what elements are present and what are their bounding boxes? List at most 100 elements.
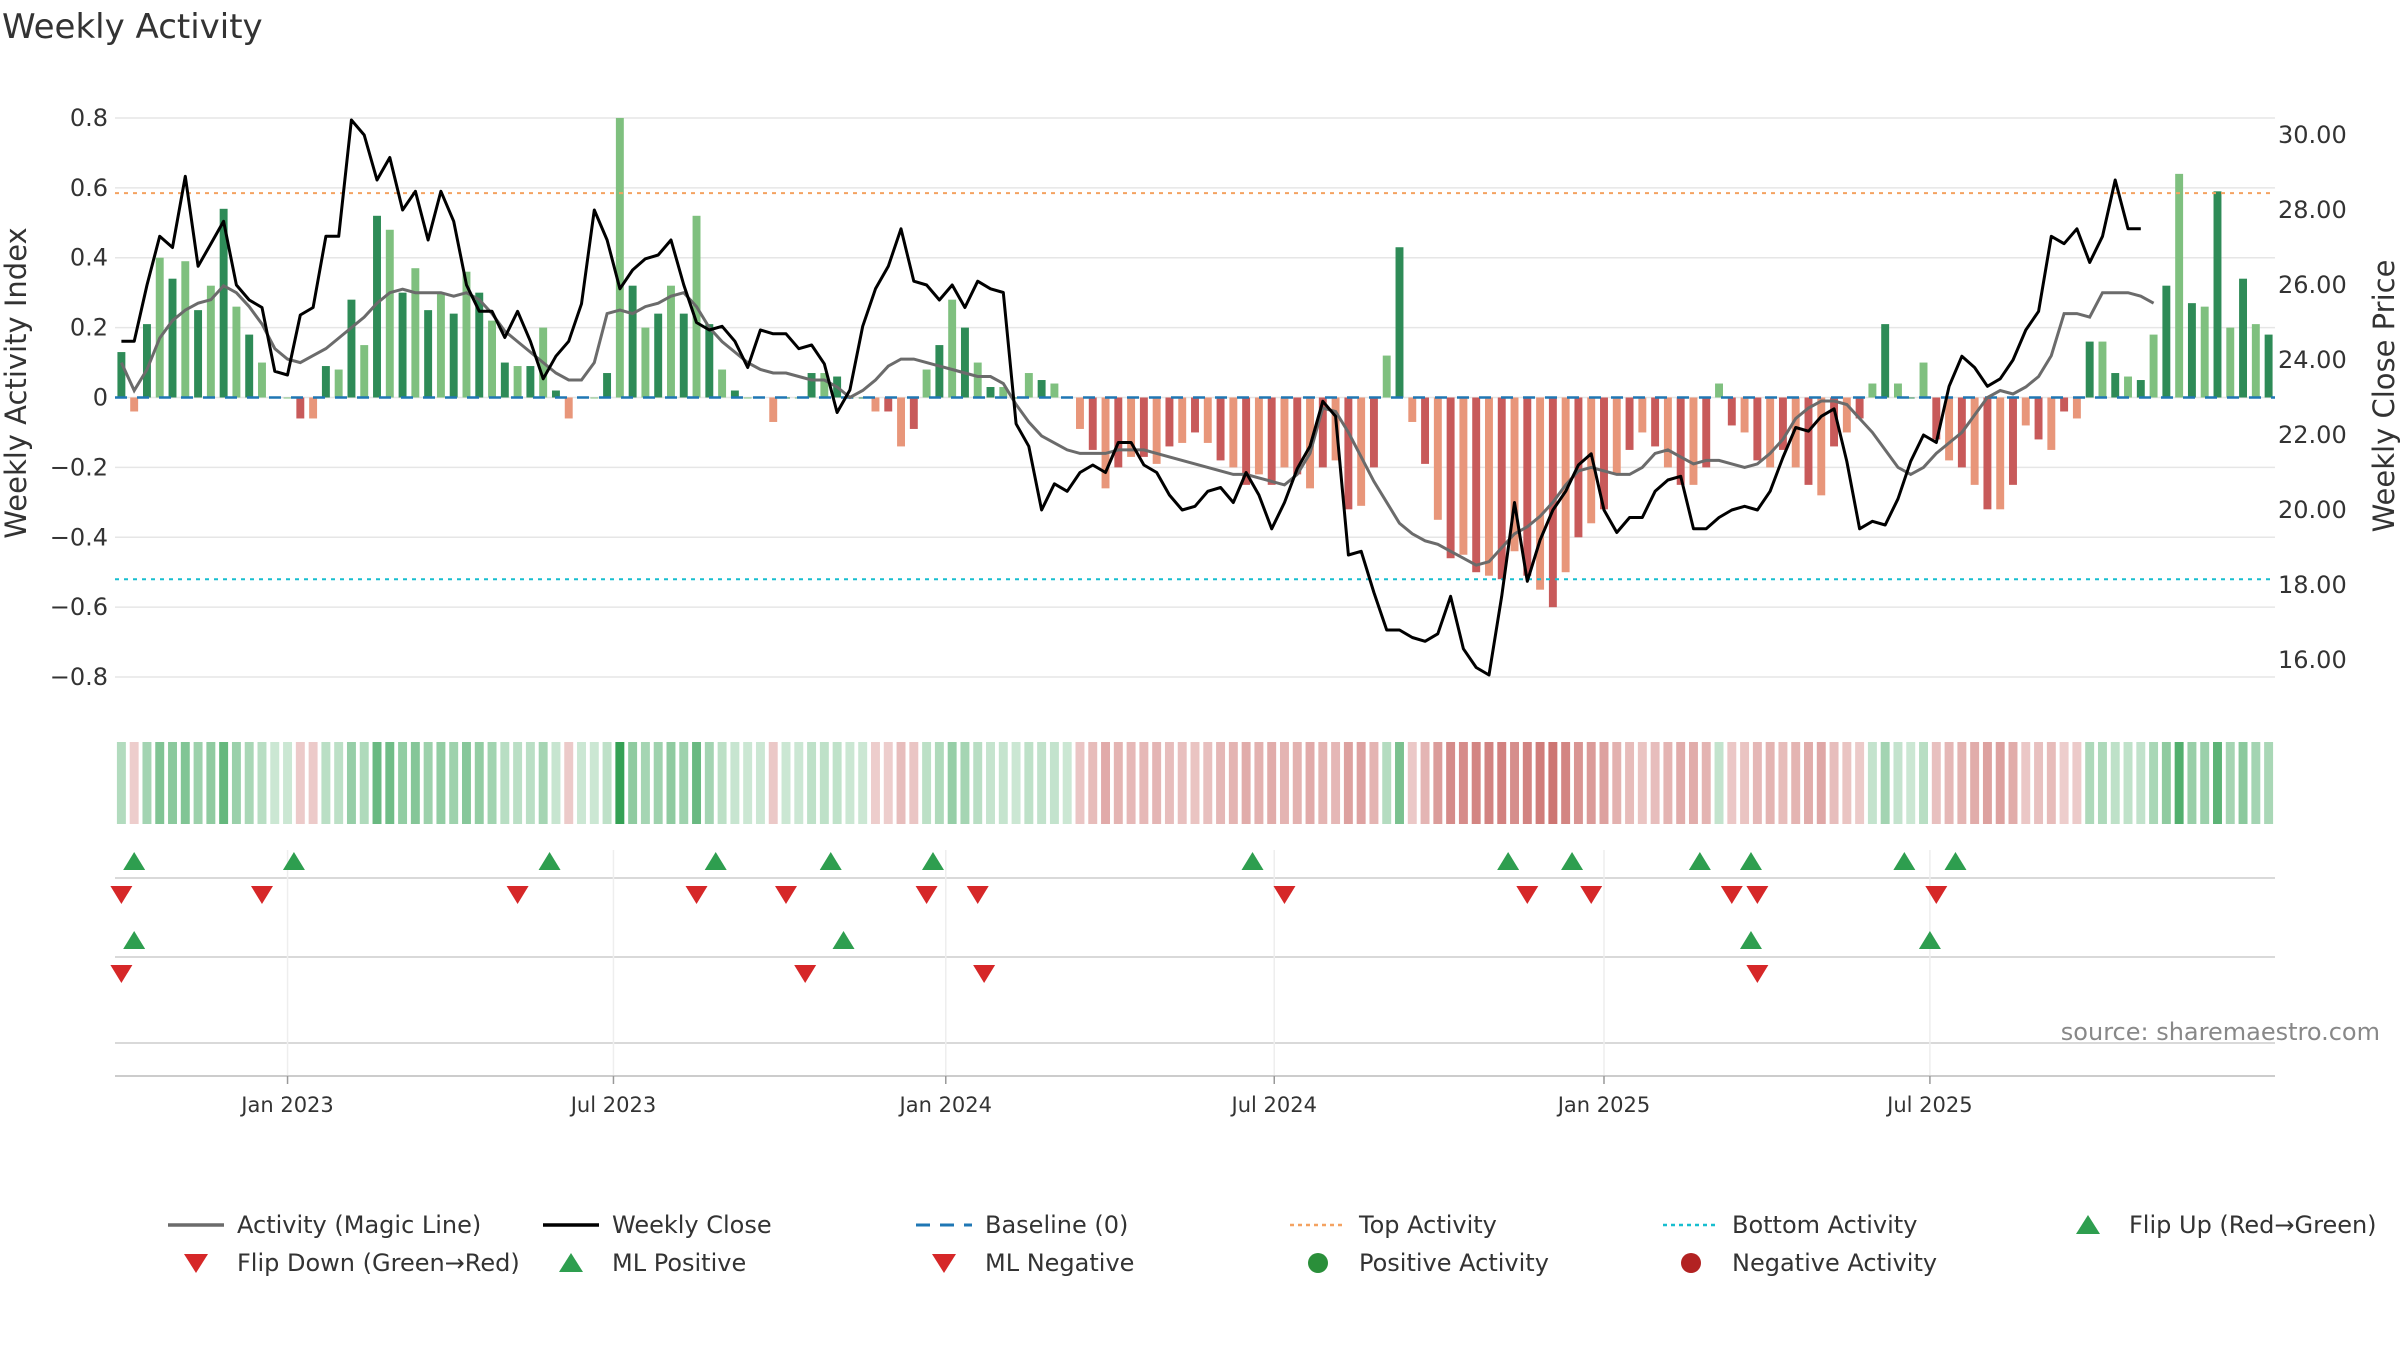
heat-strip-cell bbox=[538, 742, 548, 824]
legend-item: ML Positive bbox=[559, 1249, 746, 1277]
activity-bar bbox=[2162, 285, 2171, 398]
activity-bar bbox=[807, 373, 816, 398]
heat-strip-cell bbox=[500, 742, 510, 824]
heat-strip-cell bbox=[1203, 742, 1213, 824]
heat-strip-cell bbox=[2213, 742, 2222, 824]
activity-bar bbox=[820, 373, 829, 398]
heat-strip-cell bbox=[1279, 742, 1289, 824]
heat-strip-cell bbox=[1458, 742, 1468, 824]
flip-up-marker bbox=[704, 852, 727, 870]
activity-bar bbox=[1024, 373, 1033, 398]
flip-down-marker bbox=[1746, 886, 1769, 904]
heat-strip-cell bbox=[1727, 742, 1737, 824]
heat-strip-cell bbox=[1471, 742, 1481, 824]
flip-down-marker bbox=[1580, 886, 1603, 904]
activity-bar bbox=[296, 397, 305, 419]
heat-strip-cell bbox=[2149, 742, 2159, 824]
magic-line-series bbox=[120, 283, 2155, 567]
activity-bar bbox=[1932, 397, 1941, 440]
activity-bar bbox=[1625, 397, 1634, 450]
series-lines bbox=[120, 118, 2155, 677]
heat-strip-cell bbox=[2136, 742, 2146, 824]
activity-bar bbox=[1676, 397, 1685, 485]
activity-bar bbox=[1727, 397, 1736, 426]
heat-strip-cell bbox=[1254, 742, 1264, 824]
flip-down-marker bbox=[1273, 886, 1296, 904]
activity-bar bbox=[2098, 341, 2107, 398]
activity-bar bbox=[1357, 397, 1366, 506]
activity-bar bbox=[449, 313, 458, 398]
heat-strip-cell bbox=[730, 742, 740, 824]
activity-bar bbox=[1740, 397, 1749, 433]
flip-down-marker bbox=[1746, 965, 1769, 983]
heat-strip-cell bbox=[1778, 742, 1788, 824]
heat-strip-cell bbox=[1420, 742, 1430, 824]
activity-bar bbox=[1165, 397, 1174, 447]
heat-strip-cell bbox=[308, 742, 318, 824]
heat-strip-cell bbox=[845, 742, 855, 824]
heat-strip-cell bbox=[1011, 742, 1021, 824]
activity-bar bbox=[871, 397, 880, 412]
heat-strip-cell bbox=[334, 742, 344, 824]
activity-bar bbox=[1663, 397, 1672, 468]
activity-bar bbox=[475, 292, 484, 398]
flip-down-marker bbox=[506, 886, 529, 904]
heat-strip-cell bbox=[1037, 742, 1047, 824]
heat-strip-cell bbox=[1906, 742, 1916, 824]
heat-strip-cell bbox=[653, 742, 663, 824]
activity-bar bbox=[1983, 397, 1992, 510]
activity-bar bbox=[1996, 397, 2005, 510]
activity-bar bbox=[1766, 397, 1775, 468]
left-tick-label: 0.2 bbox=[70, 314, 108, 342]
activity-bar bbox=[1600, 397, 1608, 510]
left-y-axis: 0.8 0.6 0.4 0.2 0 −0.2 −0.4 −0.6 −0.8 bbox=[50, 104, 108, 691]
reference-lines bbox=[115, 192, 2275, 581]
heat-strip-cell bbox=[2200, 742, 2210, 824]
heat-strip-cell bbox=[2264, 742, 2274, 824]
heat-strip-cell bbox=[2059, 742, 2069, 824]
heat-strip-cell bbox=[640, 742, 650, 824]
legend-label: Activity (Magic Line) bbox=[237, 1211, 481, 1239]
heat-strip-cell bbox=[1216, 742, 1226, 824]
activity-bar bbox=[1855, 397, 1864, 419]
activity-bar bbox=[1510, 397, 1519, 552]
right-tick-label: 24.00 bbox=[2278, 346, 2347, 374]
flip-up-marker bbox=[832, 931, 855, 949]
heat-strip-cell bbox=[1867, 742, 1877, 824]
heat-strip-cell bbox=[513, 742, 523, 824]
right-tick-label: 16.00 bbox=[2278, 646, 2347, 674]
legend: Activity (Magic Line) Weekly Close Baselin… bbox=[168, 1211, 2377, 1277]
activity-bar bbox=[730, 390, 739, 398]
activity-bar bbox=[500, 362, 509, 398]
heat-strip-cell bbox=[231, 742, 241, 824]
activity-bar bbox=[1012, 397, 1021, 399]
heat-strip-cell bbox=[1433, 742, 1443, 824]
heat-strip-cell bbox=[2097, 742, 2107, 824]
heat-strip-cell bbox=[692, 742, 702, 824]
right-axis-label: Weekly Close Price bbox=[2367, 260, 2400, 533]
heat-strip-cell bbox=[1573, 742, 1583, 824]
legend-label: Flip Down (Green→Red) bbox=[237, 1249, 520, 1277]
heat-strip-cell bbox=[1484, 742, 1494, 824]
heat-strip-cell bbox=[1957, 742, 1967, 824]
activity-bar bbox=[1127, 397, 1136, 457]
activity-bar bbox=[2200, 306, 2209, 398]
heat-strip-cell bbox=[1535, 742, 1545, 824]
heat-strip-cell bbox=[398, 742, 408, 824]
legend-label: Baseline (0) bbox=[985, 1211, 1128, 1239]
heat-strip-cell bbox=[2072, 742, 2082, 824]
activity-bar bbox=[1868, 383, 1877, 398]
heat-strip-cell bbox=[947, 742, 957, 824]
x-axis: Jan 2023 Jul 2023 Jan 2024 Jul 2024 Jan 2025… bbox=[115, 1075, 2275, 1117]
activity-bar bbox=[321, 366, 330, 398]
heat-strip-cell bbox=[410, 742, 420, 824]
legend-swatch bbox=[559, 1253, 583, 1272]
flip-up-marker bbox=[921, 852, 944, 870]
activity-bar bbox=[999, 387, 1008, 398]
activity-bar bbox=[232, 306, 241, 398]
heat-strip-cell bbox=[2085, 742, 2095, 824]
activity-bar bbox=[1753, 397, 1762, 461]
activity-bar bbox=[360, 345, 369, 398]
activity-bar bbox=[2009, 397, 2017, 485]
